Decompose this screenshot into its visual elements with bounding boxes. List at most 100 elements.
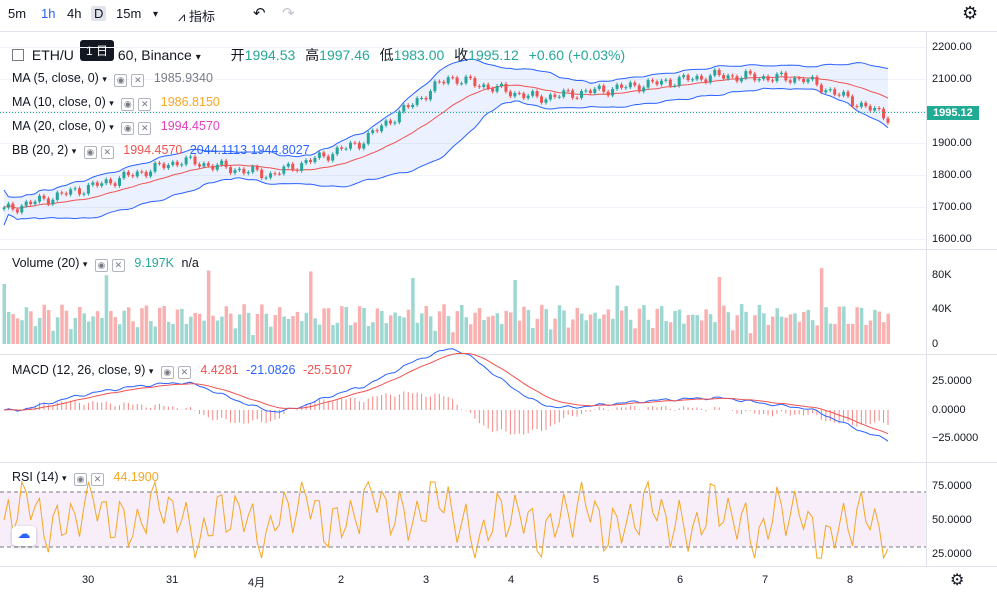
- candle-body: [513, 92, 517, 97]
- candle-body: [522, 93, 526, 99]
- candle-body: [291, 163, 295, 170]
- eye-icon[interactable]: ◉: [114, 74, 128, 87]
- candle-body: [655, 81, 659, 85]
- candle-body: [575, 97, 579, 99]
- candle-body: [362, 143, 366, 149]
- time-tick: 4: [508, 574, 515, 586]
- volume-bar: [11, 314, 15, 344]
- pane-separator[interactable]: [0, 354, 997, 355]
- ma5-legend[interactable]: MA (5, close, 0) ▾ ◉ ✕ 1985.9340: [12, 71, 213, 87]
- candle-body: [69, 189, 73, 195]
- close-icon[interactable]: ✕: [131, 74, 145, 87]
- volume-bar: [104, 275, 109, 344]
- volume-bar: [611, 318, 615, 344]
- grid-line: [0, 239, 926, 240]
- macd-line: [3, 348, 889, 442]
- close-icon[interactable]: ✕: [177, 366, 191, 379]
- close-icon[interactable]: ✕: [91, 473, 105, 486]
- time-axis-settings-icon[interactable]: ⚙: [950, 572, 965, 589]
- interval-exchange-label[interactable]: 60, Binance: [117, 47, 192, 63]
- settings-gear-icon[interactable]: ⚙: [962, 3, 979, 23]
- volume-bar: [340, 306, 344, 344]
- timeframe-d[interactable]: D: [91, 6, 107, 21]
- eye-icon[interactable]: ◉: [160, 366, 174, 379]
- volume-bar: [722, 305, 726, 344]
- chevron-down-icon[interactable]: ▾: [195, 52, 201, 63]
- volume-bar: [295, 311, 300, 344]
- candle-body: [557, 96, 561, 98]
- macd-legend[interactable]: MACD (12, 26, close, 9) ▾ ◉ ✕ 4.4281 -21.…: [12, 363, 353, 379]
- volume-bar: [353, 322, 357, 344]
- close-icon[interactable]: ✕: [111, 259, 125, 272]
- candle-body: [584, 90, 588, 92]
- volume-bar: [624, 306, 628, 344]
- eye-icon[interactable]: ◉: [121, 98, 135, 111]
- symbol-label[interactable]: ETH/U: [31, 47, 74, 63]
- candle-body: [371, 130, 375, 133]
- chevron-down-icon[interactable]: ▾: [153, 9, 159, 20]
- candle-body: [153, 162, 157, 172]
- volume-bar: [575, 308, 580, 344]
- timeframe-1h[interactable]: 1h: [41, 6, 56, 21]
- undo-icon[interactable]: ↶: [253, 5, 266, 22]
- volume-bar: [46, 310, 51, 344]
- candle-body: [531, 91, 535, 96]
- volume-legend[interactable]: Volume (20) ▾ ◉ ✕ 9.197K n/a: [12, 256, 199, 272]
- eye-icon[interactable]: ◉: [83, 146, 97, 159]
- candle-body: [771, 80, 775, 82]
- close-icon[interactable]: ✕: [138, 98, 152, 111]
- candle-body: [504, 83, 508, 92]
- ma20-legend[interactable]: MA (20, close, 0) ▾ ◉ ✕ 1994.4570: [12, 119, 220, 135]
- candle-body: [344, 148, 348, 150]
- tradingview-logo-icon[interactable]: ☁: [12, 526, 36, 546]
- close-icon[interactable]: ✕: [138, 122, 152, 135]
- price-tick: 1800.00: [932, 169, 972, 181]
- candle-body: [433, 81, 437, 92]
- redo-icon[interactable]: ↷: [282, 5, 295, 22]
- volume-bar: [375, 308, 380, 344]
- volume-bar: [455, 311, 460, 344]
- ma10-value: 1986.8150: [160, 95, 220, 109]
- candle-body: [406, 105, 410, 108]
- rsi-legend[interactable]: RSI (14) ▾ ◉ ✕ 44.1900: [12, 470, 159, 486]
- candle-body: [726, 75, 730, 79]
- candle-body: [535, 91, 539, 97]
- candle-body: [806, 79, 810, 83]
- volume-bar: [166, 321, 171, 344]
- volume-bar: [659, 306, 664, 344]
- eye-icon[interactable]: ◉: [94, 259, 108, 272]
- volume-bar: [526, 309, 531, 344]
- timeframe-4h[interactable]: 4h: [67, 6, 82, 21]
- candle-body: [38, 195, 42, 202]
- timeframe-15m[interactable]: 15m: [116, 6, 142, 21]
- timeframe-5m[interactable]: 5m: [8, 6, 27, 21]
- volume-bar: [309, 271, 313, 344]
- ma10-legend[interactable]: MA (10, close, 0) ▾ ◉ ✕ 1986.8150: [12, 95, 220, 111]
- candle-body: [646, 80, 650, 88]
- volume-bar: [864, 325, 868, 344]
- bb-legend[interactable]: BB (20, 2) ▾ ◉ ✕ 1994.4570 2044.1113 1944…: [12, 143, 310, 159]
- grid-line: [0, 79, 926, 80]
- volume-bar: [135, 327, 140, 344]
- volume-bar: [553, 318, 557, 344]
- bollinger-upper-line: [3, 58, 889, 198]
- candle-body: [24, 201, 28, 206]
- pane-separator[interactable]: [0, 249, 997, 250]
- volume-bar: [140, 308, 144, 344]
- candle-body: [273, 173, 277, 175]
- ma20-label: MA (20, close, 0): [12, 119, 106, 133]
- indicators-button[interactable]: ⩘ 指标: [178, 6, 215, 25]
- candle-body: [411, 104, 415, 108]
- eye-icon[interactable]: ◉: [121, 122, 135, 135]
- volume-bar: [437, 311, 442, 344]
- macd-label: MACD (12, 26, close, 9): [12, 363, 146, 377]
- volume-bar: [691, 314, 695, 344]
- pane-separator[interactable]: [0, 462, 997, 463]
- candle-body: [340, 147, 344, 149]
- close-icon[interactable]: ✕: [100, 146, 114, 159]
- candle-body: [33, 201, 37, 205]
- candle-body: [6, 203, 10, 208]
- eye-icon[interactable]: ◉: [74, 473, 88, 486]
- collapse-legend-icon[interactable]: [12, 49, 24, 61]
